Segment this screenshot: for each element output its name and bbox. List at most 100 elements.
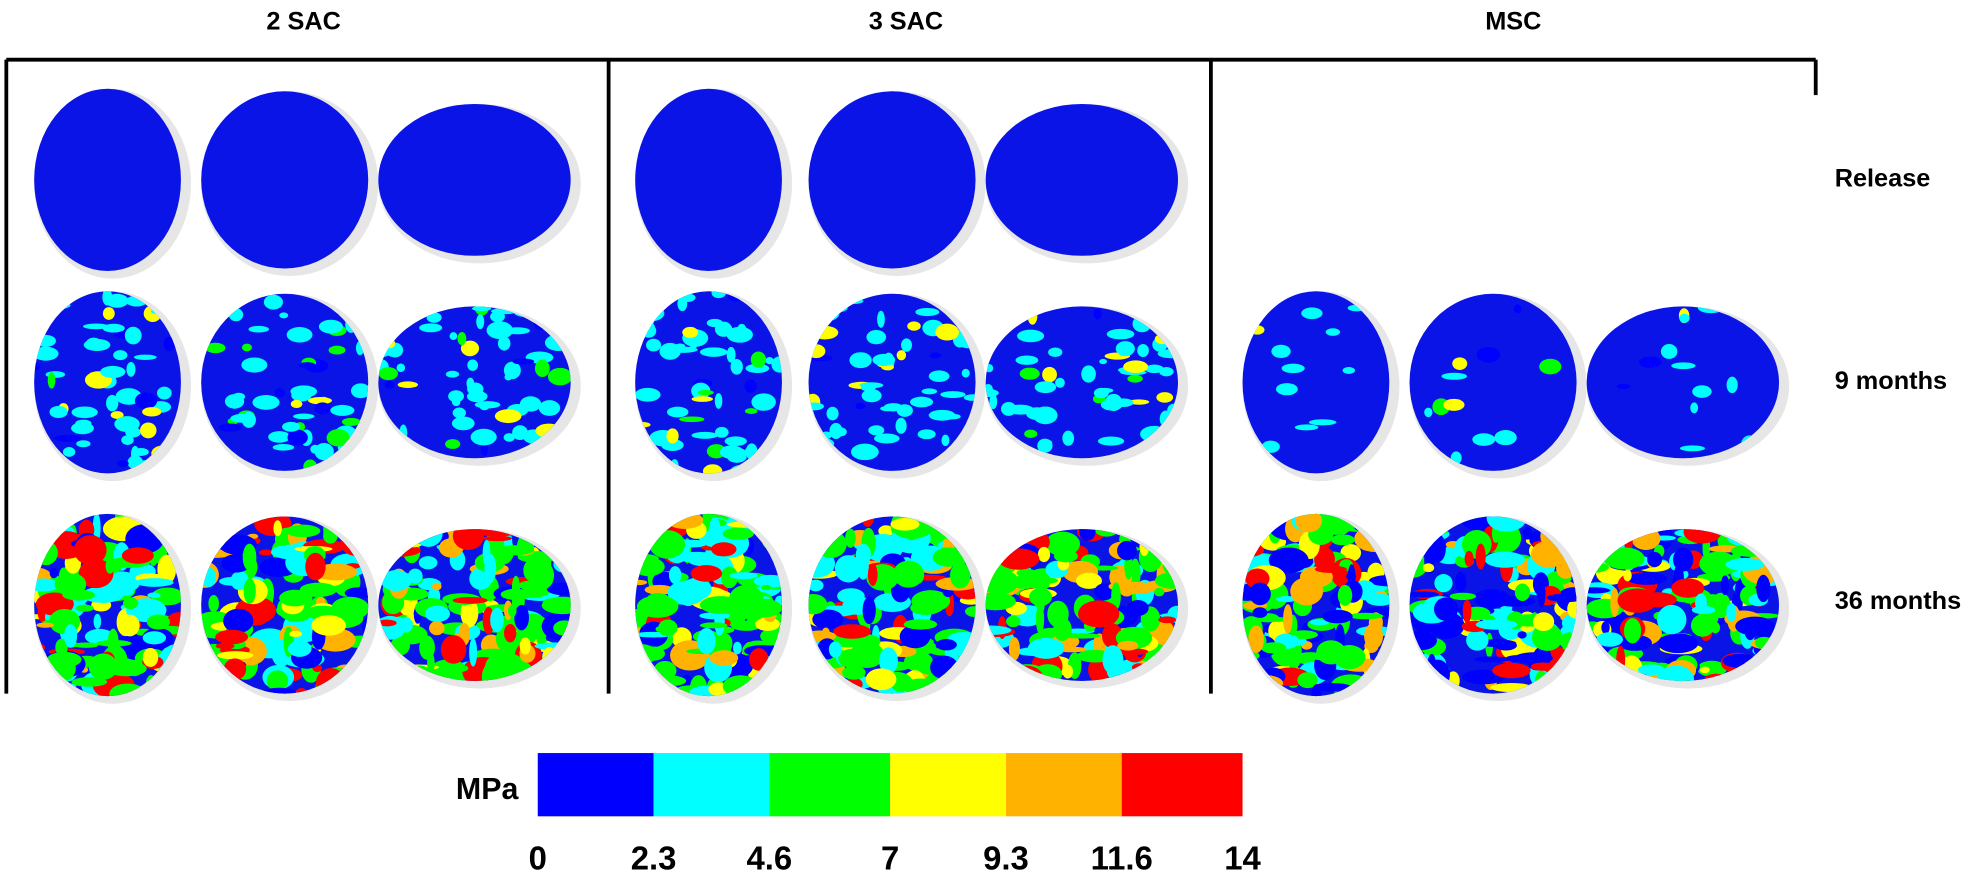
stress-patch [234,300,244,307]
stress-patch [541,666,571,681]
stress-patch [142,407,162,417]
skull [201,516,379,702]
stress-patch [133,447,149,456]
skull [985,306,1189,466]
stress-patch [745,363,770,374]
stress-patch [1242,686,1272,696]
stress-patch [1409,552,1428,579]
stress-patch [512,358,535,365]
stress-patch [709,650,739,666]
stress-patch [1492,662,1531,679]
stress-patch [1475,543,1486,570]
stress-patch [474,401,501,409]
stress-patch [1047,600,1069,628]
stress-patch [1154,306,1167,313]
stress-patch [849,352,872,369]
stress-patch [917,429,936,440]
stress-patch [1683,529,1722,544]
stress-patch [1657,604,1687,635]
stress-patch [525,306,536,315]
stress-patch [1295,513,1322,533]
colorbar-unit: MPa [456,773,520,806]
stress-patch [989,393,998,410]
stress-patch [1472,433,1496,446]
stress-patch [519,396,542,412]
stress-patch [295,525,319,536]
stress-patch [1586,540,1600,568]
stress-patch [1531,624,1563,651]
skull-base [378,103,571,256]
stress-patch [635,672,655,692]
stress-patch [841,298,864,305]
stress-patch [78,559,114,589]
stress-patch [1409,670,1432,694]
stress-patch [699,347,728,357]
stress-patch [1026,407,1048,421]
stress-patch [215,629,249,645]
stress-patch [552,529,562,540]
stress-patch [1455,571,1467,593]
stress-patch [744,379,757,393]
stress-patch [995,533,1028,541]
stress-patch [1484,551,1525,568]
stress-patch [168,459,181,471]
stress-patch [252,395,280,410]
stress-patch [1271,344,1291,359]
stress-patch [1242,525,1252,555]
stress-patch [1114,581,1156,595]
stress-patch [1081,365,1096,383]
stress-patch [1037,546,1051,563]
stress-patch [1673,547,1694,572]
stress-patch [476,314,485,330]
stress-patch [503,433,515,442]
skull [34,291,192,482]
colorbar-segment [769,753,891,817]
stress-patch [1658,665,1695,681]
stress-patch [34,528,47,540]
stress-patch [504,327,530,335]
stress-patch [1366,517,1390,535]
stress-patch [497,336,511,351]
stress-patch [218,679,227,694]
stress-patch [272,444,295,451]
stress-patch [331,596,369,621]
colorbar-tick-label: 0 [529,839,547,876]
stress-patch [879,647,898,675]
colorbar-tick-label: 11.6 [1091,839,1153,876]
stress-patch [963,394,976,401]
stress-patch [146,614,170,630]
stress-patch [1333,645,1366,670]
stress-patch [828,516,846,528]
stress-patch [490,607,504,633]
stress-patch [928,370,950,382]
stress-patch [1158,616,1177,624]
stress-patch [105,558,115,574]
stress-patch [1035,604,1045,635]
skull-base [34,88,181,271]
stress-patch [1104,393,1123,412]
stress-patch [445,370,460,378]
stress-patch [538,400,561,416]
skull [808,293,986,479]
stress-patch [928,409,956,421]
stress-patch [241,357,268,373]
stress-patch [262,687,297,694]
stress-patch [314,402,331,415]
stress-patch [744,408,758,415]
stress-patch [1476,346,1501,363]
stress-patch [702,464,723,474]
stress-patch [201,664,211,692]
skull-base [201,91,369,269]
stress-patch [636,595,679,618]
stress-patch [472,306,492,312]
stress-patch [1623,618,1642,644]
stress-patch [1409,530,1420,544]
skull-base [808,293,976,471]
stress-patch [1268,547,1309,574]
stress-patch [901,338,912,352]
skull [808,516,986,702]
stress-patch [1433,597,1459,621]
stress-patch [201,647,209,663]
stress-patch [1127,374,1143,383]
stress-patch [867,563,878,586]
